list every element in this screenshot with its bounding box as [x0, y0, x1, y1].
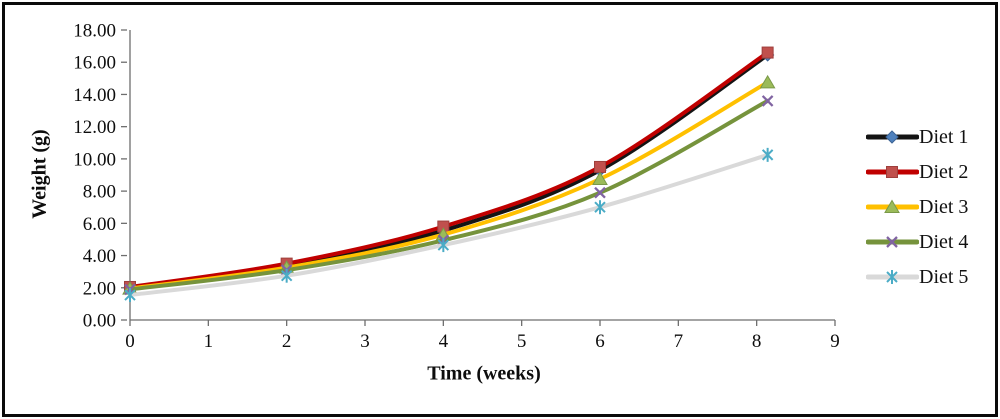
series-diet-1	[123, 48, 775, 295]
legend-item-diet-4: Diet 4	[866, 231, 968, 253]
y-tick-label: 14.00	[73, 85, 116, 106]
x-tick-label: 9	[830, 331, 840, 352]
diamond-marker-icon	[885, 130, 899, 144]
legend-swatch	[866, 236, 919, 248]
triangle-marker-icon	[759, 74, 776, 89]
legend-label: Diet 5	[919, 266, 969, 288]
square-marker-icon	[761, 46, 774, 59]
x-marker-icon	[886, 236, 898, 248]
y-axis-title: Weight (g)	[28, 129, 51, 219]
triangle-marker-icon	[592, 171, 608, 186]
legend-label: Diet 4	[919, 231, 969, 253]
legend-swatch	[866, 130, 919, 144]
asterisk-marker-icon	[594, 200, 606, 215]
x-axis-title: Time (weeks)	[427, 362, 541, 385]
legend-item-diet-2: Diet 2	[866, 161, 968, 183]
x-tick-label: 1	[204, 331, 214, 352]
y-tick-label: 10.00	[73, 149, 116, 170]
legend-swatch	[866, 270, 919, 284]
x-tick-label: 8	[752, 331, 762, 352]
y-tick-label: 18.00	[73, 21, 116, 42]
series-diet-4	[124, 95, 774, 296]
x-tick-label: 3	[360, 331, 370, 352]
series-line	[128, 53, 770, 290]
y-tick-label: 4.00	[83, 246, 116, 267]
x-tick-label: 6	[595, 331, 605, 352]
legend-label: Diet 1	[919, 126, 969, 148]
y-tick-label: 0.00	[83, 311, 116, 332]
legend: Diet 1 Diet 2 Diet 3 Diet 4 Diet 5	[866, 126, 968, 288]
legend-item-diet-3: Diet 3	[866, 196, 968, 218]
legend-item-diet-1: Diet 1	[866, 126, 968, 148]
x-tick-label: 4	[439, 331, 449, 352]
asterisk-marker-icon	[124, 288, 136, 303]
asterisk-marker-icon	[280, 268, 293, 283]
legend-swatch	[866, 166, 919, 178]
series-line	[128, 98, 770, 292]
y-tick-label: 8.00	[83, 182, 116, 203]
legend-item-diet-5: Diet 5	[866, 266, 968, 288]
legend-swatch	[866, 199, 919, 213]
y-tick-label: 6.00	[83, 214, 116, 235]
x-tick-label: 0	[125, 331, 135, 352]
series-line	[128, 50, 770, 289]
square-marker-icon	[886, 166, 898, 178]
x-marker-icon	[761, 95, 774, 107]
y-tick-label: 12.00	[73, 117, 116, 138]
x-tick-label: 5	[517, 331, 527, 352]
series-diet-5	[124, 147, 774, 303]
y-tick-label: 2.00	[83, 278, 116, 299]
x-marker-icon	[594, 186, 606, 199]
axes: 0.00 2.00 4.00 6.00 8.00 10.00 12.00 14.00 16.00…	[73, 21, 840, 353]
asterisk-marker-icon	[886, 270, 898, 284]
asterisk-marker-icon	[437, 238, 450, 253]
asterisk-marker-icon	[761, 147, 774, 162]
y-tick-label: 16.00	[73, 53, 116, 74]
x-tick-label: 2	[282, 331, 292, 352]
x-tick-label: 7	[674, 331, 684, 352]
square-marker-icon	[594, 160, 606, 173]
series-diet-2	[124, 46, 774, 293]
legend-label: Diet 3	[919, 196, 969, 218]
triangle-marker-icon	[884, 199, 900, 213]
legend-label: Diet 2	[919, 161, 969, 183]
